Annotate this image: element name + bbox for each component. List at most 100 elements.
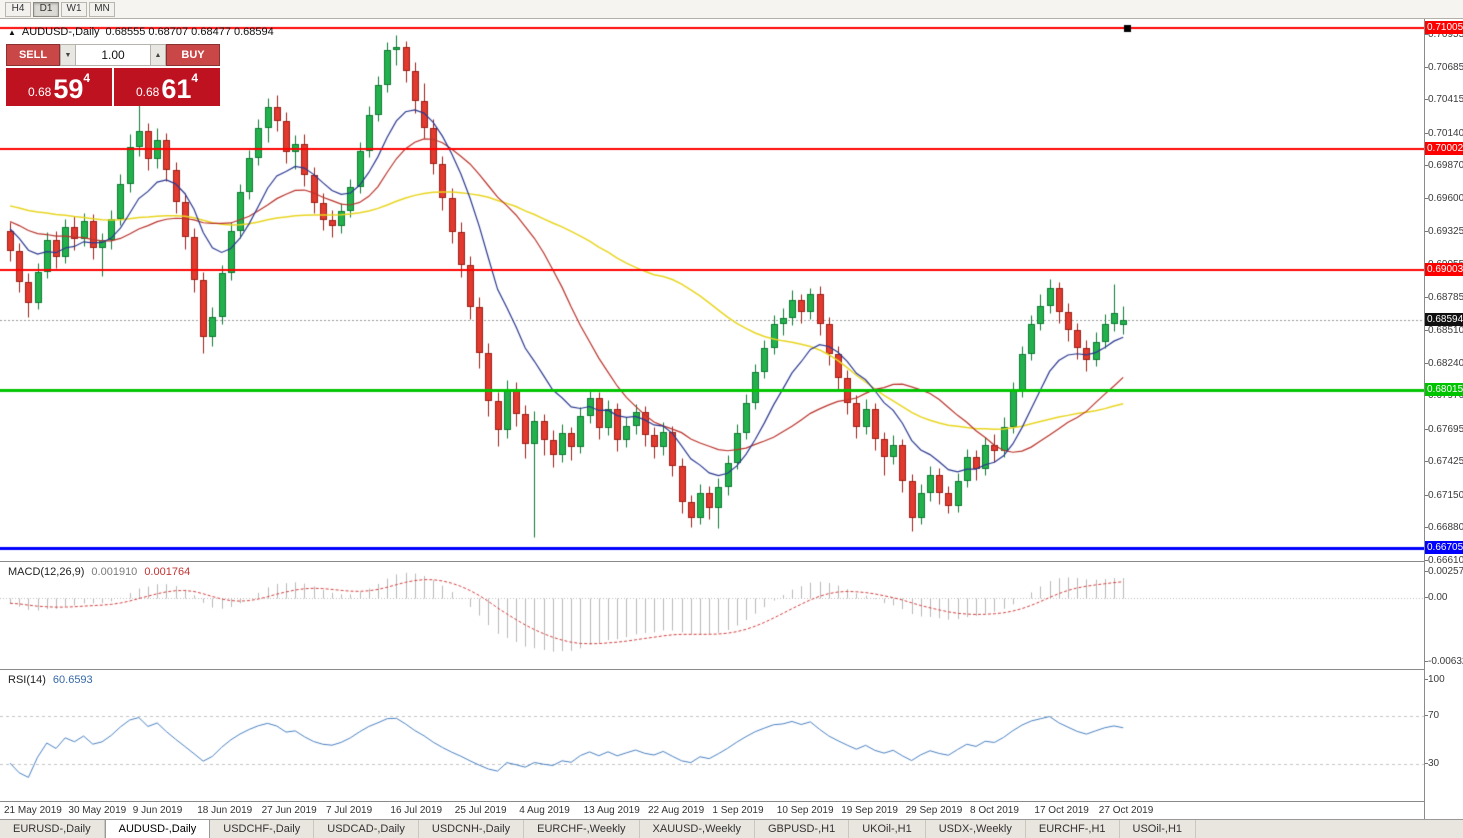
- time-axis-label: 8 Oct 2019: [970, 805, 1019, 816]
- macd-signal-value: 0.001764: [144, 566, 191, 578]
- rsi-chart-canvas[interactable]: [0, 670, 1424, 801]
- price-scale-label: 0.70415: [1428, 94, 1463, 105]
- price-scale-label: 0.68785: [1428, 292, 1463, 303]
- tab-usdx-weekly[interactable]: USDX-,Weekly: [926, 820, 1026, 838]
- time-axis-label: 21 May 2019: [4, 805, 62, 816]
- macd-name: MACD(12,26,9): [8, 566, 85, 578]
- sell-price-prefix: 0.68: [27, 85, 52, 99]
- chart-symbol-label: AUDUSD-,Daily: [21, 26, 100, 38]
- time-axis-label: 9 Jun 2019: [132, 805, 183, 816]
- axis-tick: [1425, 231, 1428, 232]
- price-scale-label: 0.69325: [1428, 226, 1463, 237]
- macd-label: MACD(12,26,9) 0.001910 0.001764: [8, 566, 190, 578]
- tab-xauusd-weekly[interactable]: XAUUSD-,Weekly: [640, 820, 755, 838]
- time-axis-label: 27 Jun 2019: [261, 805, 317, 816]
- price-scale-label: 0.67695: [1428, 424, 1463, 435]
- tab-usdchf-daily[interactable]: USDCHF-,Daily: [210, 820, 315, 838]
- axis-tick: [1425, 133, 1428, 134]
- price-scale-label: 0.68240: [1428, 358, 1463, 369]
- axis-tick: [1425, 715, 1428, 716]
- volume-input[interactable]: [76, 44, 150, 66]
- axis-tick: [1425, 560, 1428, 561]
- timeframe-toolbar: H4 D1 W1 MN: [0, 0, 1463, 19]
- time-axis-label: 22 Aug 2019: [648, 805, 705, 816]
- axis-tick: [1425, 571, 1428, 572]
- tab-ukoil-h1[interactable]: UKOil-,H1: [849, 820, 926, 838]
- time-axis-label: 19 Sep 2019: [841, 805, 898, 816]
- time-axis[interactable]: 21 May 2019 30 May 2019 9 Jun 2019 18 Jun 2…: [0, 801, 1424, 819]
- axis-tick: [1425, 330, 1428, 331]
- macd-panel[interactable]: MACD(12,26,9) 0.001910 0.001764: [0, 561, 1424, 669]
- tab-eurchf-h1[interactable]: EURCHF-,H1: [1026, 820, 1120, 838]
- price-scale-label: 0.66880: [1428, 522, 1463, 533]
- axis-tick: [1425, 763, 1428, 764]
- sell-price-point: 4: [83, 71, 91, 85]
- chevron-down-icon: ▼: [64, 51, 72, 59]
- buy-price-point: 4: [191, 71, 199, 85]
- rsi-scale-label: 100: [1428, 674, 1445, 685]
- macd-value: 0.001910: [91, 566, 138, 578]
- buy-button[interactable]: BUY: [166, 44, 220, 66]
- tab-usoil-h1[interactable]: USOil-,H1: [1120, 820, 1197, 838]
- sell-button[interactable]: SELL: [6, 44, 60, 66]
- timeframe-button-d1[interactable]: D1: [33, 1, 59, 17]
- sell-price-display[interactable]: 0.68 59 4: [6, 68, 112, 106]
- timeframe-button-w1[interactable]: W1: [61, 1, 87, 17]
- macd-scale-label: 0.00: [1428, 592, 1448, 603]
- price-chart-panel[interactable]: ▲ AUDUSD-,Daily 0.68555 0.68707 0.68477 …: [0, 19, 1424, 561]
- price-line-badge: 0.71005: [1425, 21, 1463, 34]
- price-line-badge: 0.69003: [1425, 263, 1463, 276]
- buy-price-prefix: 0.68: [135, 85, 160, 99]
- price-scale-label: 0.66610: [1428, 555, 1463, 566]
- axis-tick: [1425, 165, 1428, 166]
- rsi-value: 60.6593: [52, 674, 93, 686]
- volume-increase-button[interactable]: ▲: [150, 44, 166, 66]
- timeframe-button-mn[interactable]: MN: [89, 1, 115, 17]
- price-scale-label: 0.67150: [1428, 490, 1463, 501]
- tab-eurchf-weekly[interactable]: EURCHF-,Weekly: [524, 820, 640, 838]
- axis-tick: [1425, 297, 1428, 298]
- price-scale-label: 0.70685: [1428, 62, 1463, 73]
- price-scale-label: 0.69600: [1428, 193, 1463, 204]
- rsi-scale-label: 30: [1428, 758, 1440, 769]
- price-axis[interactable]: 0.70955 0.70685 0.70415 0.70140 0.69870 0.696…: [1424, 19, 1463, 819]
- rsi-scale-label: 70: [1428, 710, 1440, 721]
- sell-price-pips: 59: [53, 74, 84, 104]
- rsi-label: RSI(14) 60.6593: [8, 674, 93, 686]
- macd-chart-canvas[interactable]: [0, 562, 1424, 669]
- axis-tick: [1425, 679, 1428, 680]
- time-axis-label: 30 May 2019: [68, 805, 127, 816]
- price-scale-label: 0.68510: [1428, 325, 1463, 336]
- rsi-panel[interactable]: RSI(14) 60.6593: [0, 669, 1424, 801]
- trade-controls-row: SELL ▼ ▲ BUY: [6, 44, 220, 66]
- tab-usdcad-daily[interactable]: USDCAD-,Daily: [314, 820, 419, 838]
- time-axis-label: 7 Jul 2019: [326, 805, 373, 816]
- tab-eurusd-daily[interactable]: EURUSD-,Daily: [0, 820, 105, 838]
- time-axis-label: 25 Jul 2019: [454, 805, 507, 816]
- axis-tick: [1425, 198, 1428, 199]
- time-axis-label: 18 Jun 2019: [197, 805, 253, 816]
- tab-gbpusd-h1[interactable]: GBPUSD-,H1: [755, 820, 850, 838]
- axis-tick: [1425, 99, 1428, 100]
- axis-tick: [1425, 461, 1428, 462]
- one-click-trade-panel: SELL ▼ ▲ BUY 0.68 59 4 0.68 61 4: [6, 44, 220, 106]
- price-scale-label: 0.69870: [1428, 160, 1463, 171]
- axis-tick: [1425, 597, 1428, 598]
- axis-tick: [1425, 34, 1428, 35]
- chart-ohlc-values: 0.68555 0.68707 0.68477 0.68594: [105, 26, 274, 38]
- time-axis-label: 4 Aug 2019: [519, 805, 570, 816]
- buy-price-pips: 61: [161, 74, 192, 104]
- volume-decrease-button[interactable]: ▼: [60, 44, 76, 66]
- axis-tick: [1425, 661, 1428, 662]
- time-axis-label: 1 Sep 2019: [712, 805, 764, 816]
- buy-price-display[interactable]: 0.68 61 4: [114, 68, 220, 106]
- price-scale-label: 0.67425: [1428, 456, 1463, 467]
- tab-audusd-daily[interactable]: AUDUSD-,Daily: [104, 820, 211, 838]
- chevron-up-icon: ▲: [154, 51, 162, 59]
- tab-usdcnh-daily[interactable]: USDCNH-,Daily: [419, 820, 525, 838]
- axis-tick: [1425, 495, 1428, 496]
- time-axis-label: 13 Aug 2019: [583, 805, 640, 816]
- timeframe-button-h4[interactable]: H4: [5, 1, 31, 17]
- price-line-badge: 0.70002: [1425, 142, 1463, 155]
- candlestick-chart-canvas[interactable]: [0, 19, 1424, 561]
